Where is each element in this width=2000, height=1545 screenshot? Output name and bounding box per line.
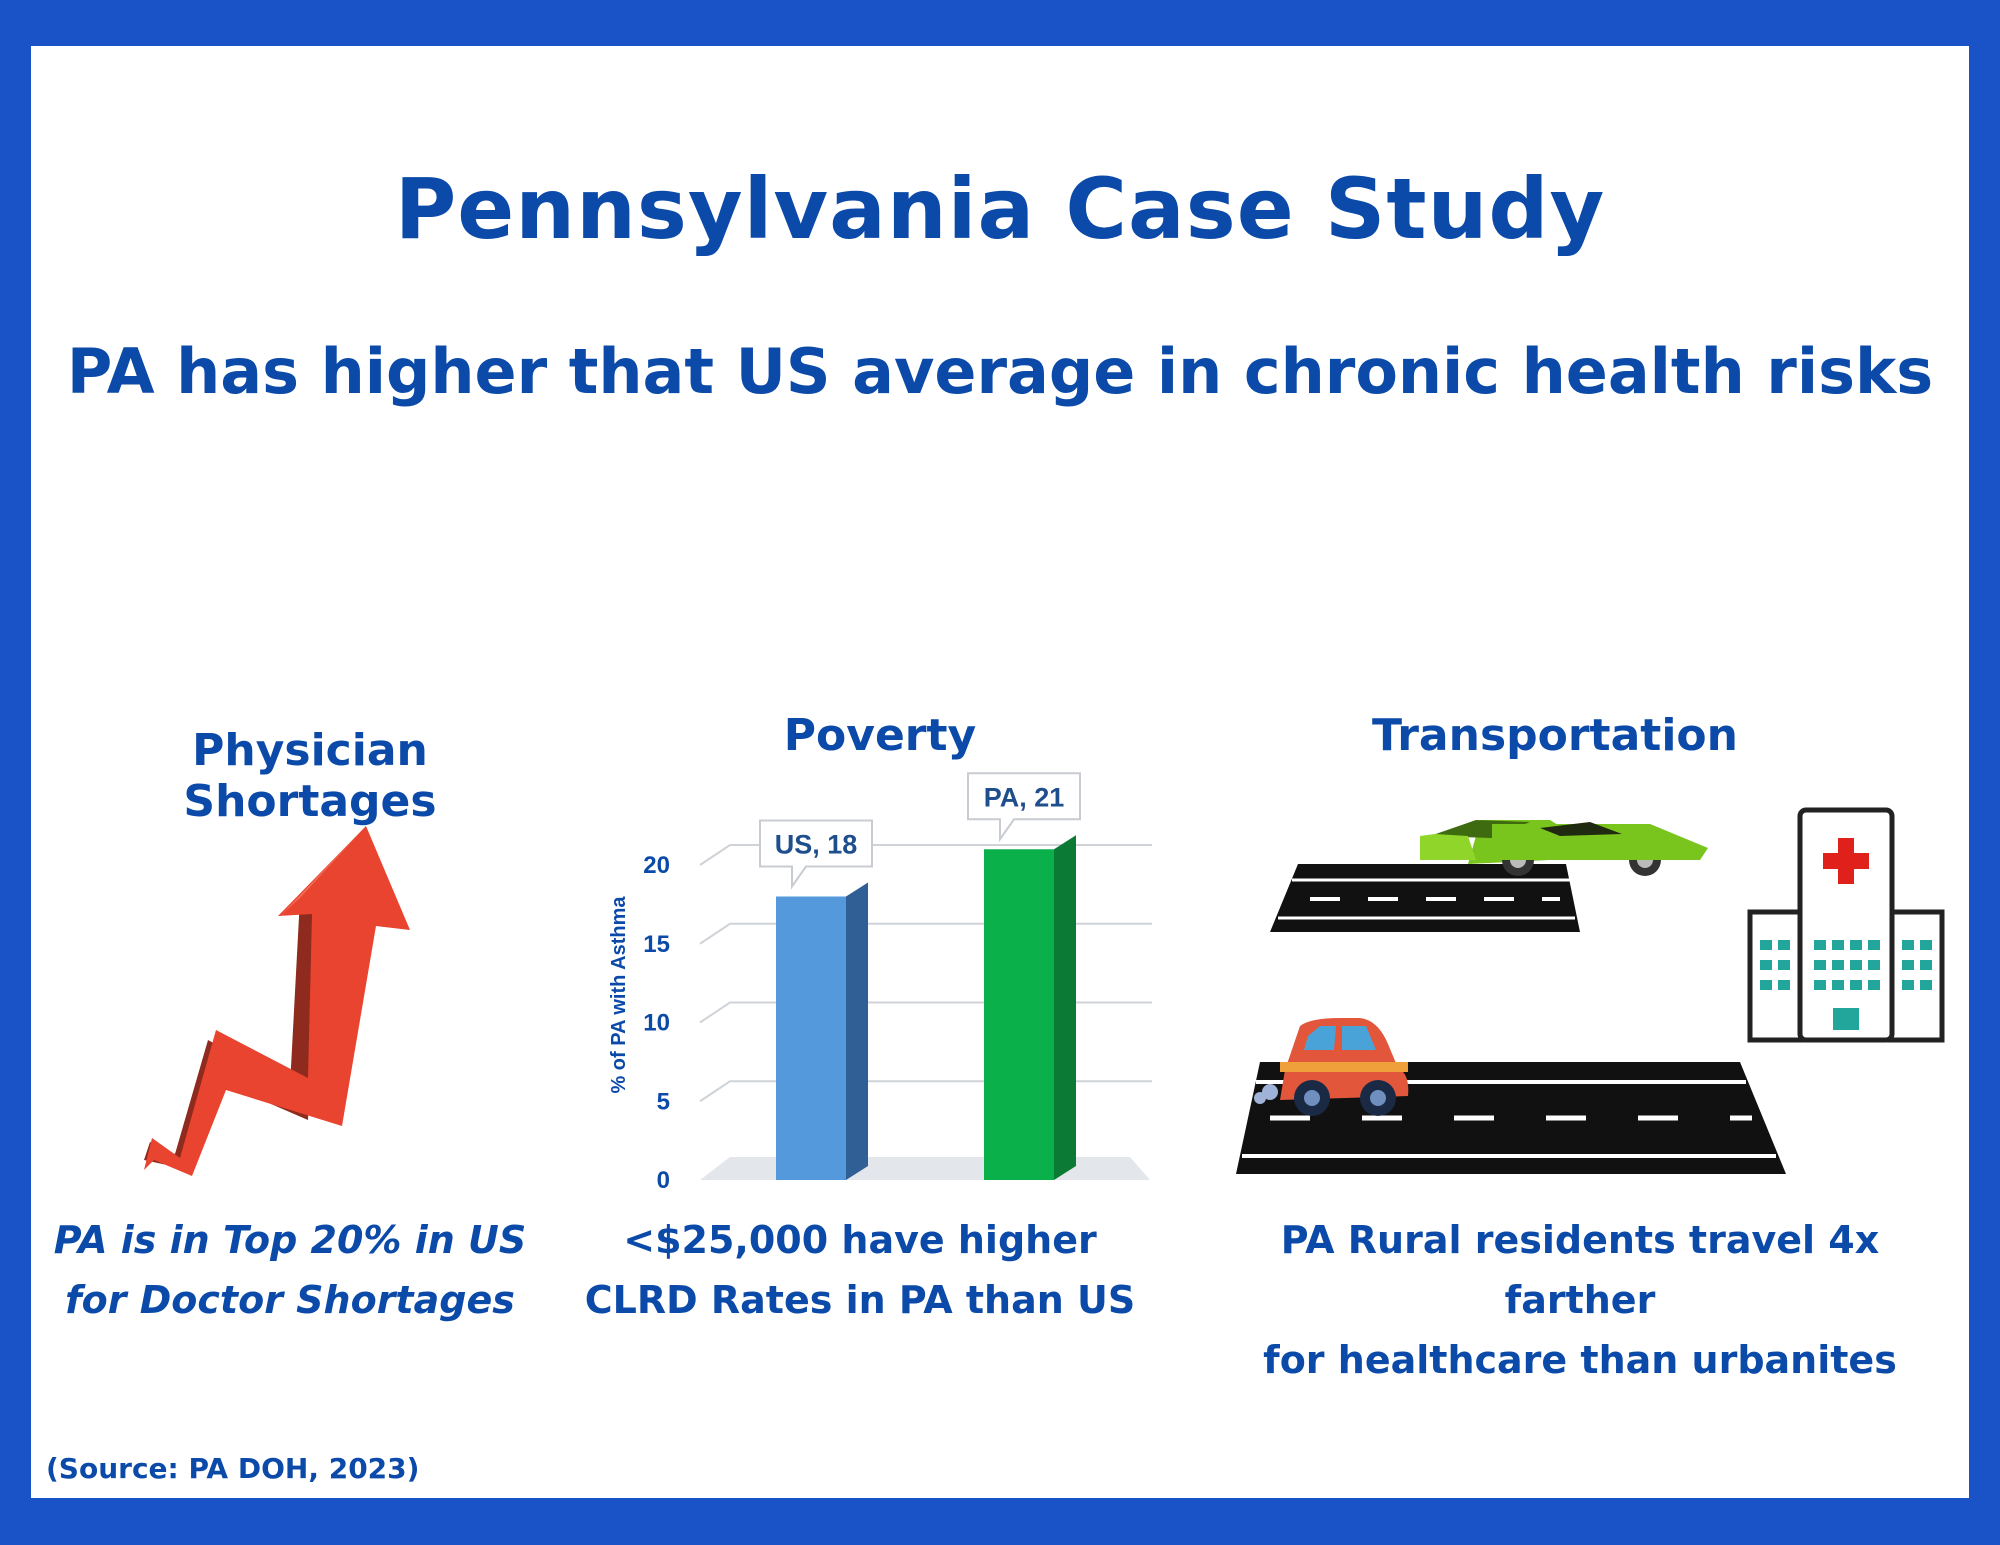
- page-subtitle: PA has higher that US average in chronic…: [66, 335, 1934, 408]
- physician-heading: Physician Shortages: [183, 725, 437, 827]
- bar-side-us: [846, 882, 868, 1180]
- chart-data-labels: US, 18 PA, 21: [759, 772, 1081, 890]
- transportation-illustration: [1236, 807, 1945, 1174]
- y-tick-label: 20: [643, 852, 670, 879]
- transportation-caption: PA Rural residents travel 4x farther for…: [1200, 1210, 1960, 1390]
- bar-us: [776, 896, 846, 1180]
- y-tick-label: 5: [657, 1088, 670, 1115]
- physician-caption-line2: for Doctor Shortages: [65, 1278, 515, 1322]
- content-panel: [31, 46, 1969, 1498]
- y-tick-label: 0: [657, 1167, 670, 1194]
- physician-caption-line1: PA is in Top 20% in US: [53, 1218, 527, 1262]
- data-label-box: [759, 819, 873, 890]
- chart-bars: [776, 835, 1076, 1180]
- chart-floor: [700, 1157, 1150, 1180]
- poverty-caption-line1: <$25,000 have higher: [623, 1218, 1097, 1262]
- rising-arrow-icon: [144, 826, 410, 1176]
- gridline: [699, 1080, 1152, 1103]
- gridline: [699, 922, 1152, 945]
- transportation-heading: Transportation: [1372, 710, 1738, 761]
- poverty-caption-line2: CLRD Rates in PA than US: [584, 1278, 1136, 1322]
- data-label-pa: PA, 21: [984, 782, 1065, 812]
- physician-caption: PA is in Top 20% in US for Doctor Shorta…: [30, 1210, 550, 1330]
- compact-car-icon: [1254, 1018, 1409, 1116]
- road-icon: [1270, 864, 1580, 932]
- chart-y-axis-label: % of PA with Asthma: [608, 896, 630, 1094]
- chart-grid: [699, 844, 1152, 1103]
- data-label-box: [967, 772, 1081, 843]
- transportation-caption-line1: PA Rural residents travel 4x farther: [1280, 1218, 1880, 1322]
- chart-y-ticks: 0 5 10 15 20: [643, 852, 670, 1194]
- sports-car-icon: [1420, 820, 1708, 876]
- hospital-icon: [1747, 807, 1945, 1043]
- page-title: Pennsylvania Case Study: [394, 160, 1606, 258]
- transportation-caption-line2: for healthcare than urbanites: [1263, 1338, 1897, 1382]
- source-citation: (Source: PA DOH, 2023): [46, 1452, 420, 1485]
- poverty-heading: Poverty: [783, 710, 977, 761]
- y-tick-label: 10: [643, 1010, 670, 1037]
- gridline: [699, 1001, 1152, 1024]
- gridline: [699, 844, 1152, 866]
- data-label-us: US, 18: [775, 830, 858, 860]
- bar-side-pa: [1054, 835, 1076, 1180]
- y-tick-label: 15: [643, 931, 670, 958]
- poverty-caption: <$25,000 have higher CLRD Rates in PA th…: [560, 1210, 1160, 1330]
- bar-pa: [984, 849, 1054, 1180]
